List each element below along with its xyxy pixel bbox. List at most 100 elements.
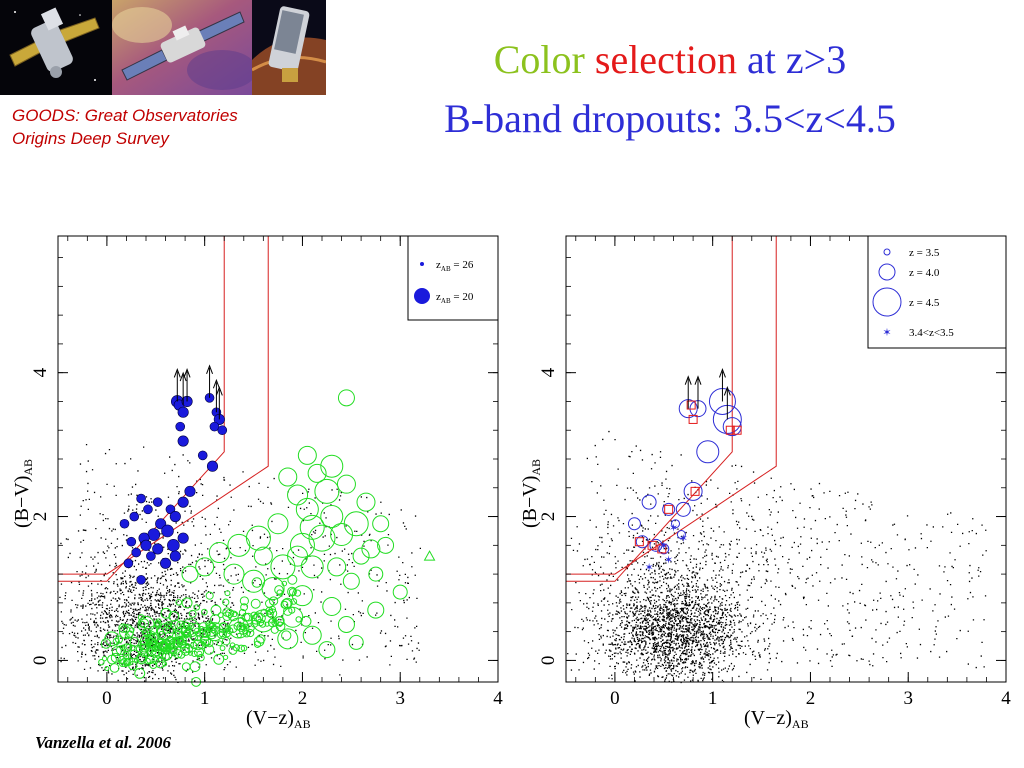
left-dropout-point [197, 450, 208, 461]
left-model-circle [251, 609, 275, 633]
right-x-tick-label: 4 [1001, 688, 1011, 709]
left-model-circle-small [145, 633, 156, 644]
left-dropout-point [143, 504, 153, 515]
left-model-circle [261, 576, 285, 600]
right-x-tick-label: 3 [903, 688, 913, 709]
chandra-satellite-image [0, 0, 112, 95]
left-dropout-point [123, 558, 134, 569]
left-model-circle-small [295, 616, 302, 623]
left-legend-marker [420, 262, 424, 266]
left-model-circle-small [205, 620, 214, 629]
left-model-circle-small [202, 629, 211, 638]
right-redshift-circle [627, 517, 641, 531]
left-model-circle [352, 547, 370, 565]
left-model-circle [327, 557, 347, 577]
left-model-circle [223, 563, 245, 585]
left-model-circle [287, 545, 309, 567]
left-y-tick-label: 2 [30, 512, 51, 522]
left-model-circle-small [190, 641, 198, 650]
left-model-circle-small [118, 659, 127, 668]
left-dropout-point [165, 504, 176, 515]
left-dot-cloud [59, 444, 422, 683]
left-model-circle-small [134, 667, 146, 679]
left-model-circle [287, 484, 309, 506]
left-model-circle-small [294, 589, 302, 597]
left-x-tick-label: 4 [493, 688, 503, 709]
right-star-marker: ✶ [669, 522, 678, 534]
left-model-circle-small [221, 636, 231, 646]
left-model-circle [343, 511, 369, 537]
right-x-axis-label: (V−z)AB [744, 707, 809, 731]
left-field-dots [59, 444, 422, 683]
right-x-tick-label: 2 [806, 688, 816, 709]
left-model-circle [297, 445, 317, 465]
left-model-circle-small [158, 641, 168, 651]
left-model-circle [181, 565, 199, 583]
left-dropout-point [146, 551, 156, 561]
left-model-circle [253, 546, 273, 566]
right-redshift-circle [641, 494, 657, 510]
title-word-color: Color [493, 37, 585, 82]
right-squares [634, 400, 742, 554]
left-model-circle-small [300, 615, 312, 627]
left-model-circle-small [100, 638, 112, 649]
right-redshift-circle [676, 530, 686, 540]
right-square-marker [690, 486, 700, 496]
left-legend-marker [414, 288, 430, 304]
caption-line-1: GOODS: Great Observatories [12, 106, 238, 125]
left-upper-limit-arrows [173, 364, 223, 420]
left-model-circle [278, 467, 298, 487]
left-model-circle-small [203, 644, 215, 655]
right-field-dots [567, 430, 987, 684]
left-model-circle [118, 624, 134, 640]
left-dropout-point [177, 435, 189, 447]
left-model-circle-small [195, 630, 201, 637]
left-model-triangle [423, 550, 436, 561]
left-selection-cut [58, 236, 269, 582]
left-y-tick-label: 0 [30, 656, 51, 666]
left-model-circle-small [239, 596, 249, 606]
right-arrow-head [694, 375, 702, 385]
left-model-circle-small [242, 623, 249, 630]
right-legend-circle [878, 263, 896, 281]
left-model-circle-small [160, 607, 172, 619]
right-square-marker [634, 537, 644, 547]
left-model-circle-small [217, 612, 224, 618]
left-dropout-point [167, 539, 180, 552]
right-y-axis-label: (B−V)AB [519, 459, 543, 528]
left-model-circle [157, 623, 175, 641]
left-dropout-point [161, 524, 174, 538]
left-y-tick-label: 4 [30, 367, 51, 377]
left-model-circle-small [139, 618, 150, 629]
left-model-circle-small [122, 625, 131, 634]
left-model-circle-small [170, 619, 181, 631]
left-model-circle-small [181, 597, 193, 609]
left-dropout-point [177, 496, 189, 508]
left-model-circle-small [154, 619, 161, 627]
left-model-circle [314, 478, 340, 504]
left-model-circle [227, 533, 251, 557]
left-model-circle-small [98, 658, 105, 666]
right-x-tick-label: 1 [708, 688, 718, 709]
right-legend: z = 3.5 z = 4.0 z = 4.5 ✶ 3.4<z<3.5 [867, 235, 1007, 349]
right-star-marker: ✶ [664, 555, 673, 567]
left-dropout-point [184, 485, 196, 497]
left-dropout-point [177, 406, 189, 418]
left-model-circle-small [150, 648, 160, 658]
left-dropout-point [160, 557, 172, 569]
left-model-circle-small [222, 607, 232, 617]
left-model-circle-small [125, 643, 133, 651]
left-model-circle [377, 536, 395, 554]
left-model-circle-small [268, 596, 279, 606]
left-model-circle-small [269, 618, 275, 624]
left-model-circle [289, 532, 315, 558]
left-model-circle-small [135, 645, 144, 653]
right-legend-label: z = 4.0 [909, 267, 940, 279]
goods-caption: GOODS: Great Observatories Origins Deep … [12, 104, 332, 150]
caption-line-2: Origins Deep Survey [12, 129, 169, 148]
left-model-circle-small [155, 627, 165, 636]
right-legend-box [867, 235, 1007, 349]
left-model-circle-small [144, 657, 151, 665]
left-model-circle [337, 615, 355, 633]
